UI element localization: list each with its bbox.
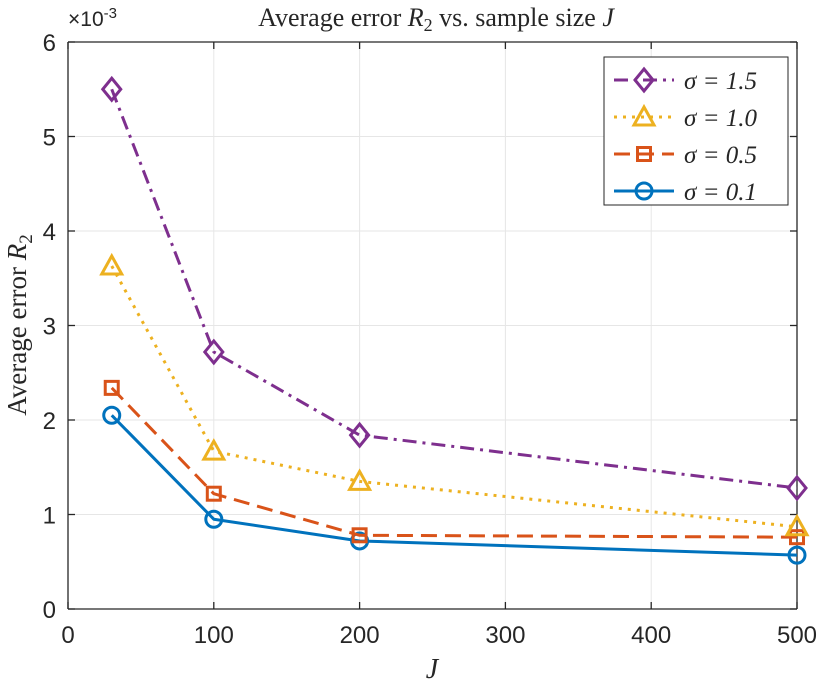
x-axis-label: J (426, 654, 440, 685)
data-point-marker (787, 545, 807, 565)
legend-label: σ = 1.0 (684, 105, 757, 132)
y-exponent-label: ×10-3 (68, 5, 117, 31)
legend-label: σ = 0.5 (684, 142, 757, 169)
y-tick-label: 1 (43, 503, 56, 530)
x-tick-label: 100 (194, 622, 234, 649)
series-layer (99, 75, 810, 565)
x-tick-label: 200 (340, 622, 380, 649)
y-label-text: Average error (2, 260, 32, 415)
data-point-marker (786, 474, 808, 502)
chart-title: Average error R2 vs. sample size J (258, 3, 615, 35)
x-tick-label: 300 (485, 622, 525, 649)
x-tick-label: 0 (61, 622, 74, 649)
y-tick-label: 0 (43, 597, 56, 624)
legend-item: σ = 0.1 (614, 179, 757, 206)
legend-label: σ = 1.5 (684, 68, 757, 95)
y-tick-label: 3 (43, 314, 56, 341)
data-point-marker (100, 75, 123, 103)
series-line (110, 88, 798, 490)
legend-marker (631, 103, 657, 127)
data-point-marker (102, 405, 122, 425)
legend-item: σ = 1.0 (614, 103, 757, 132)
series-diamond (100, 75, 808, 502)
y-label-subscript: 2 (16, 234, 37, 244)
series-circle (102, 405, 807, 565)
y-tick-label: 2 (43, 408, 56, 435)
data-point-marker (348, 421, 371, 449)
y-exponent-power: -3 (104, 5, 117, 22)
data-point-marker (347, 468, 373, 491)
title-mid-text: vs. sample size (433, 3, 603, 32)
legend-item: σ = 0.5 (614, 142, 757, 169)
series-square (103, 379, 805, 546)
data-point-marker (202, 338, 225, 366)
data-point-marker (351, 527, 368, 544)
data-point-marker (201, 438, 227, 461)
series-line (110, 414, 798, 557)
legend-item: σ = 1.5 (614, 66, 757, 95)
legend-label: σ = 0.1 (684, 179, 757, 206)
title-text: Average error (258, 3, 408, 32)
data-point-marker (784, 513, 810, 537)
data-point-marker (103, 379, 120, 396)
series-line (110, 386, 798, 539)
data-point-marker (204, 509, 224, 529)
legend-marker (634, 181, 654, 201)
y-label-variable: R (2, 243, 32, 261)
data-point-marker (205, 485, 222, 502)
title-variable: R (407, 3, 424, 32)
x-tick-label: 400 (631, 622, 671, 649)
series-triangle (99, 252, 810, 537)
legend: σ = 1.5 σ = 1.0 σ = 0.5 σ = 0.1 (603, 56, 789, 206)
y-exponent-base: ×10 (68, 8, 104, 31)
y-tick-label: 5 (43, 125, 56, 152)
data-point-marker (99, 252, 125, 276)
data-point-marker (789, 529, 805, 546)
y-tick-label: 6 (43, 30, 56, 57)
legend-marker (636, 146, 652, 162)
y-tick-label: 4 (43, 219, 56, 246)
title-subscript: 2 (424, 15, 433, 35)
x-tick-label: 500 (777, 622, 817, 649)
legend-marker (633, 66, 655, 94)
title-variable-2: J (602, 3, 615, 32)
y-axis-label: Average error R2 (2, 234, 37, 415)
